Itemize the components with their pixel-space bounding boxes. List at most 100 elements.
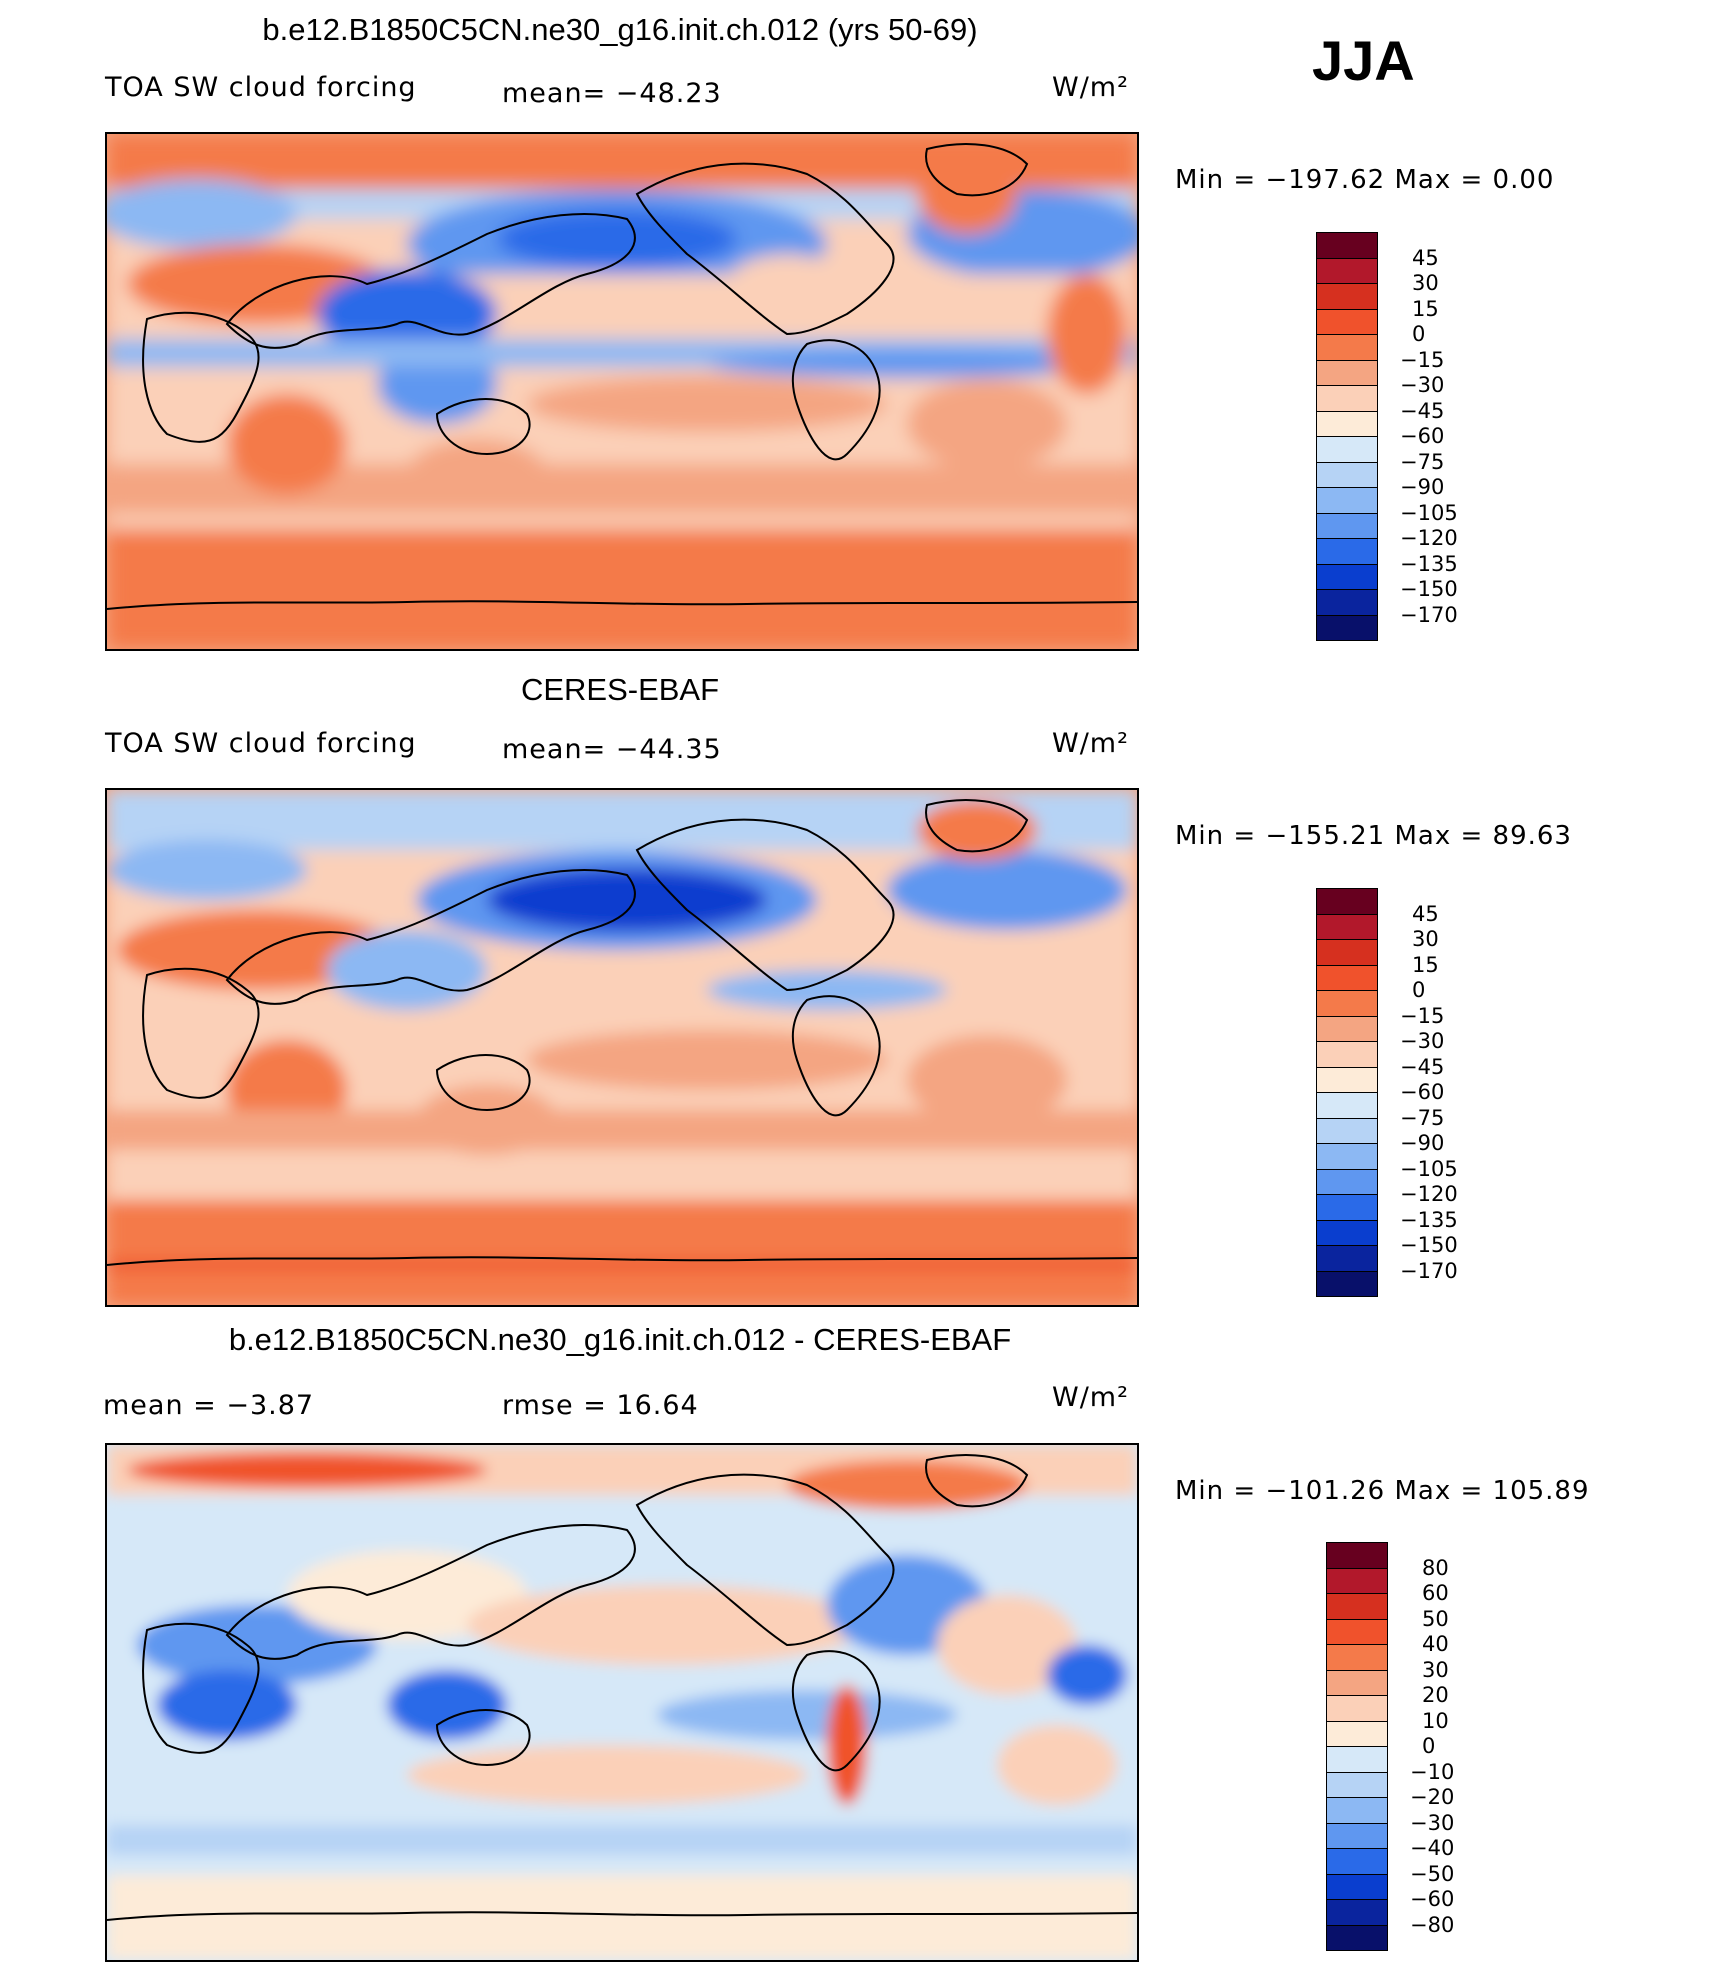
colorbar-tick-label: 0 <box>1422 1734 1436 1758</box>
colorbar-tick-label: −75 <box>1400 1105 1445 1130</box>
colorbar-segment <box>1316 913 1378 940</box>
colorbar-tick-label: 40 <box>1422 1632 1449 1656</box>
colorbar-tick-label: −30 <box>1400 1029 1445 1053</box>
season-label: JJA <box>1312 29 1415 92</box>
colorbar-segment <box>1316 1143 1378 1169</box>
colorbar-segment <box>1316 1117 1378 1144</box>
colorbar-segment <box>1326 1720 1388 1747</box>
panel1-units-label: W/m² <box>1052 72 1129 103</box>
colorbar-tick-label: 15 <box>1412 296 1439 321</box>
panel1-variable-label: TOA SW cloud forcing <box>105 72 417 103</box>
panel1-minmax: Min = −197.62 Max = 0.00 <box>1175 165 1555 195</box>
panel3-rmse-label: rmse = 16.64 <box>502 1390 699 1421</box>
colorbar-tick-label: −170 <box>1400 602 1458 627</box>
panel3-colorbar: 80 60 50 40 30 20 10 0 −10 −20 −30 −40 −50 −60 −80 <box>1326 1542 1454 1951</box>
colorbar-segment <box>1326 1669 1388 1696</box>
colorbar-segment <box>1316 359 1378 386</box>
colorbar-segment <box>1316 232 1378 258</box>
colorbar-segment <box>1316 538 1378 564</box>
colorbar-segment <box>1326 1746 1388 1772</box>
colorbar-segment <box>1316 512 1378 539</box>
colorbar-tick-label: −10 <box>1410 1759 1455 1784</box>
colorbar-segment <box>1316 436 1378 462</box>
panel2-map <box>105 788 1139 1307</box>
colorbar-tick-label: −135 <box>1400 1207 1458 1232</box>
colorbar-segment <box>1316 487 1378 513</box>
colorbar-tick-label: 20 <box>1422 1683 1449 1707</box>
colorbar-tick-label: 60 <box>1422 1581 1449 1605</box>
colorbar-segment <box>1316 257 1378 284</box>
panel2-mean-label: mean= −44.35 <box>502 734 722 765</box>
colorbar-tick-label: 80 <box>1422 1555 1449 1580</box>
panel2-variable-label: TOA SW cloud forcing <box>105 728 417 759</box>
colorbar-segment <box>1316 589 1378 615</box>
colorbar-segment <box>1326 1924 1388 1951</box>
colorbar-tick-label: 0 <box>1412 978 1426 1002</box>
colorbar-segment <box>1316 1219 1378 1246</box>
colorbar-tick-label: 50 <box>1422 1606 1449 1631</box>
colorbar-tick-label: −105 <box>1400 500 1458 525</box>
colorbar-tick-label: −75 <box>1400 449 1445 474</box>
colorbar-tick-label: −15 <box>1400 347 1445 372</box>
colorbar-tick-label: −50 <box>1410 1861 1455 1886</box>
colorbar-tick-label: −30 <box>1410 1810 1455 1835</box>
colorbar-tick-label: −30 <box>1400 373 1445 397</box>
colorbar-tick-label: 10 <box>1422 1708 1449 1733</box>
colorbar-tick-label: −45 <box>1400 398 1445 423</box>
colorbar-segment <box>1316 1270 1378 1297</box>
colorbar-tick-label: 30 <box>1412 271 1439 295</box>
colorbar-segment <box>1316 1041 1378 1067</box>
colorbar-tick-label: −150 <box>1400 577 1458 601</box>
colorbar-segment <box>1316 1092 1378 1118</box>
panel1-mean-label: mean= −48.23 <box>502 78 722 109</box>
colorbar-tick-label: −90 <box>1400 1131 1445 1155</box>
panel2-title: CERES-EBAF <box>520 672 720 707</box>
colorbar-tick-label: −60 <box>1400 424 1445 448</box>
colorbar-segment <box>1316 410 1378 437</box>
colorbar-segment <box>1316 308 1378 335</box>
colorbar-segment <box>1316 283 1378 309</box>
colorbar-tick-label: −45 <box>1400 1054 1445 1079</box>
colorbar-tick-label: −60 <box>1400 1080 1445 1104</box>
colorbar-tick-label: −80 <box>1410 1912 1455 1937</box>
colorbar-tick-label: −120 <box>1400 526 1458 550</box>
colorbar-tick-label: −90 <box>1400 475 1445 499</box>
colorbar-segment <box>1316 1015 1378 1042</box>
colorbar-segment <box>1316 385 1378 411</box>
panel1-title: b.e12.B1850C5CN.ne30_g16.init.ch.012 (yr… <box>262 12 978 47</box>
colorbar-segment <box>1316 1168 1378 1195</box>
panel1-map <box>105 132 1139 651</box>
colorbar-tick-label: −170 <box>1400 1258 1458 1283</box>
colorbar-tick-label: −15 <box>1400 1003 1445 1028</box>
colorbar-segment <box>1326 1797 1388 1823</box>
panel3-title: b.e12.B1850C5CN.ne30_g16.init.ch.012 - C… <box>228 1322 1012 1357</box>
colorbar-segment <box>1326 1695 1388 1721</box>
panel2-units-label: W/m² <box>1052 728 1129 759</box>
colorbar-segment <box>1326 1848 1388 1874</box>
colorbar-tick-label: 45 <box>1412 245 1439 270</box>
colorbar-segment <box>1326 1644 1388 1670</box>
colorbar-segment <box>1316 563 1378 590</box>
colorbar-segment <box>1326 1822 1388 1849</box>
panel3-mean-label: mean = −3.87 <box>103 1390 315 1421</box>
colorbar-segment <box>1326 1542 1388 1568</box>
colorbar-segment <box>1326 1873 1388 1900</box>
panel2-minmax: Min = −155.21 Max = 89.63 <box>1175 821 1572 851</box>
colorbar-tick-label: −105 <box>1400 1156 1458 1181</box>
colorbar-tick-label: 15 <box>1412 952 1439 977</box>
colorbar-tick-label: −135 <box>1400 551 1458 576</box>
colorbar-segment <box>1326 1593 1388 1619</box>
colorbar-segment <box>1316 1245 1378 1271</box>
colorbar-tick-label: 30 <box>1412 927 1439 951</box>
colorbar-tick-label: −120 <box>1400 1182 1458 1206</box>
colorbar-segment <box>1316 614 1378 641</box>
colorbar-segment <box>1316 334 1378 360</box>
colorbar-segment <box>1316 1194 1378 1220</box>
colorbar-tick-label: −40 <box>1410 1836 1455 1860</box>
colorbar-tick-label: 0 <box>1412 322 1426 346</box>
panel3-units-label: W/m² <box>1052 1382 1129 1413</box>
colorbar-segment <box>1316 461 1378 488</box>
panel1-colorbar: 45 30 15 0 −15 −30 −45 −60 −75 −90 −105 −120 −135 −15… <box>1316 232 1458 641</box>
colorbar-tick-label: −150 <box>1400 1233 1458 1257</box>
panel3-minmax: Min = −101.26 Max = 105.89 <box>1175 1476 1590 1506</box>
